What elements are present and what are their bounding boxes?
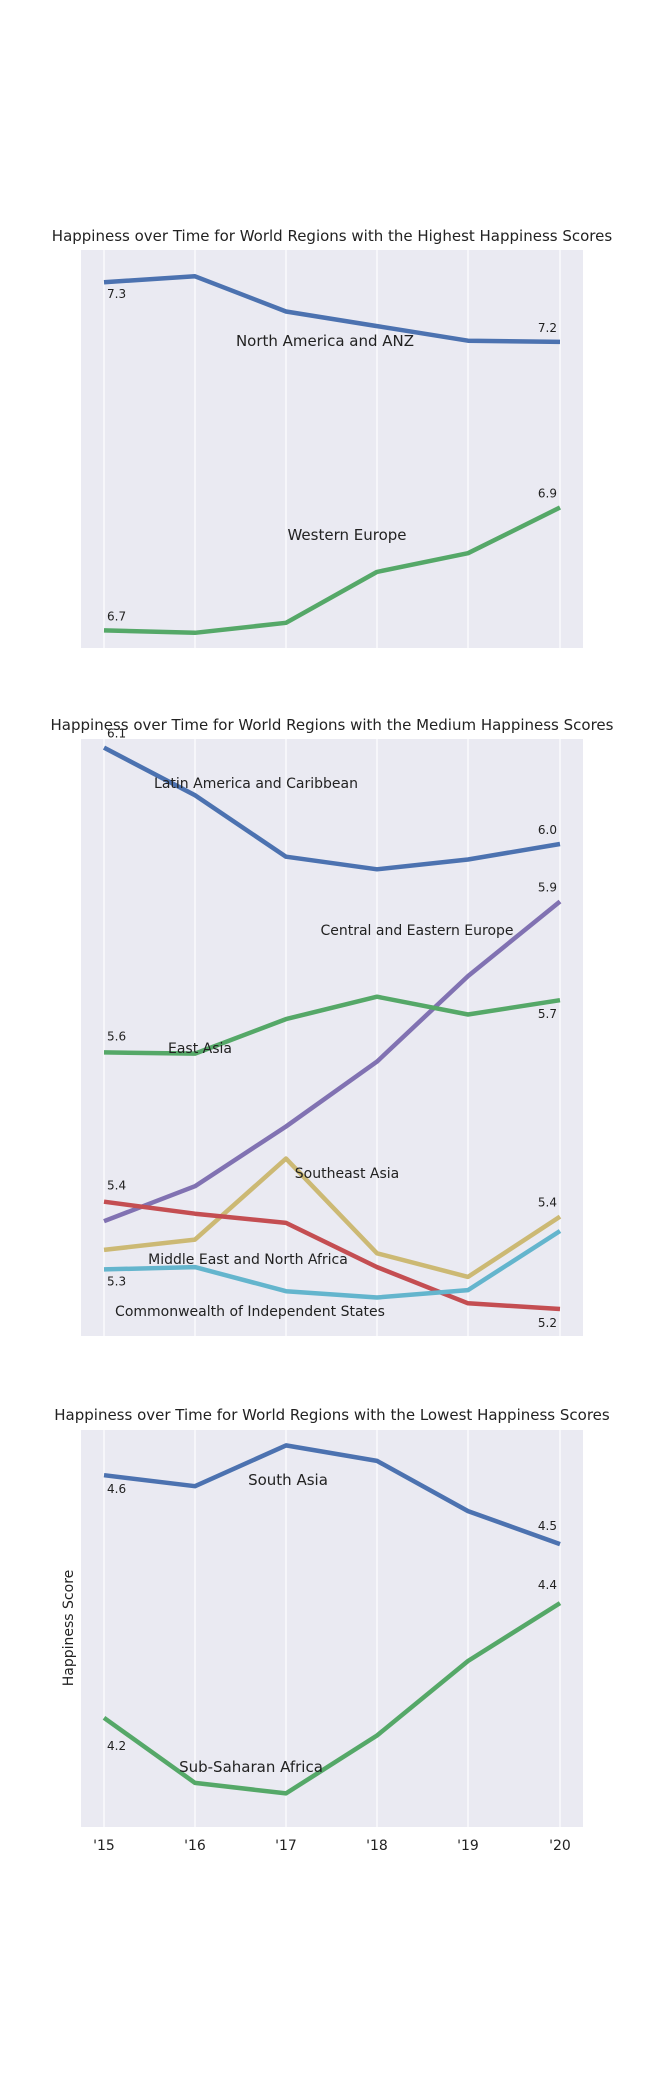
series-line-north-america-and-anz xyxy=(103,274,561,345)
chart-top-series xyxy=(103,274,562,636)
end-value-label-middle-east-and-north-africa: 5.2 xyxy=(538,1316,557,1330)
series-name-east-asia: East Asia xyxy=(168,1041,232,1057)
series-name-north-america-and-anz: North America and ANZ xyxy=(236,332,414,350)
chart-top-plot-area xyxy=(81,250,583,648)
chart-medium: Happiness over Time for World Regions wi… xyxy=(51,716,614,1336)
start-value-label-latin-america-and-caribbean: 6.1 xyxy=(107,727,126,741)
series-name-middle-east-and-north-africa: Middle East and North Africa xyxy=(148,1252,348,1268)
series-line-southeast-asia xyxy=(103,1156,562,1280)
chart-low-gridlines xyxy=(103,1430,561,1827)
series-name-commonwealth-of-independent-states: Commonwealth of Independent States xyxy=(115,1304,385,1320)
start-value-label-western-europe: 6.7 xyxy=(107,609,126,623)
end-value-label-southeast-asia: 5.4 xyxy=(538,1196,557,1210)
start-value-label-commonwealth-of-independent-states: 5.3 xyxy=(107,1274,126,1288)
end-value-label-south-asia: 4.5 xyxy=(538,1519,557,1533)
start-value-label-south-asia: 4.6 xyxy=(107,1482,126,1496)
chart-low-series xyxy=(102,1443,562,1796)
chart-low-plot-area xyxy=(81,1430,583,1827)
series-line-commonwealth-of-independent-states xyxy=(103,1229,562,1300)
chart-low-title: Happiness over Time for World Regions wi… xyxy=(54,1406,610,1424)
start-value-label-east-asia: 5.6 xyxy=(107,1029,126,1043)
chart-medium-title: Happiness over Time for World Regions wi… xyxy=(51,716,614,734)
end-value-label-western-europe: 6.9 xyxy=(538,487,557,501)
x-tick-label-20: '20 xyxy=(549,1838,571,1854)
chart-top: Happiness over Time for World Regions wi… xyxy=(52,227,613,648)
x-tick-label-15: '15 xyxy=(93,1838,115,1854)
start-value-label-sub-saharan-africa: 4.2 xyxy=(107,1739,126,1753)
chart-low-labels: South Asia 4.6 4.5 Sub-Saharan Africa 4.2 4.4 xyxy=(107,1471,557,1776)
series-name-southeast-asia: Southeast Asia xyxy=(295,1166,399,1182)
series-name-south-asia: South Asia xyxy=(248,1471,328,1489)
series-line-south-asia xyxy=(103,1443,561,1547)
series-line-middle-east-and-north-africa xyxy=(103,1199,561,1312)
x-tick-label-18: '18 xyxy=(366,1838,388,1854)
end-value-label-central-and-eastern-europe: 5.9 xyxy=(538,880,557,894)
series-line-sub-saharan-africa xyxy=(102,1601,562,1796)
chart-low: Happiness over Time for World Regions wi… xyxy=(54,1406,610,1854)
chart-medium-series xyxy=(102,745,562,1312)
series-name-latin-america-and-caribbean: Latin America and Caribbean xyxy=(154,776,358,792)
chart-medium-plot-area xyxy=(81,739,583,1336)
chart-medium-labels: Latin America and Caribbean 6.1 6.0 Central… xyxy=(107,727,557,1330)
chart-top-labels: North America and ANZ 7.3 7.2 Western Europ… xyxy=(107,287,557,623)
chart-medium-gridlines xyxy=(103,739,561,1336)
start-value-label-middle-east-and-north-africa: 5.4 xyxy=(107,1179,126,1193)
series-line-central-and-eastern-europe xyxy=(103,899,562,1224)
series-line-latin-america-and-caribbean xyxy=(102,745,561,872)
series-line-east-asia xyxy=(103,994,561,1056)
series-name-western-europe: Western Europe xyxy=(287,526,406,544)
end-value-label-sub-saharan-africa: 4.4 xyxy=(538,1578,557,1592)
x-tick-label-16: '16 xyxy=(184,1838,206,1854)
end-value-label-latin-america-and-caribbean: 6.0 xyxy=(538,823,557,837)
end-value-label-north-america-and-anz: 7.2 xyxy=(538,321,557,335)
y-axis-label: Happiness Score xyxy=(61,1570,77,1687)
x-tick-label-17: '17 xyxy=(275,1838,297,1854)
end-value-label-east-asia: 5.7 xyxy=(538,1007,557,1021)
series-name-central-and-eastern-europe: Central and Eastern Europe xyxy=(320,923,513,939)
series-name-sub-saharan-africa: Sub-Saharan Africa xyxy=(179,1758,323,1776)
x-tick-label-19: '19 xyxy=(457,1838,479,1854)
x-axis-ticks: '15 '16 '17 '18 '19 '20 xyxy=(93,1838,571,1854)
start-value-label-north-america-and-anz: 7.3 xyxy=(107,287,126,301)
chart-top-gridlines xyxy=(103,250,561,648)
chart-top-title: Happiness over Time for World Regions wi… xyxy=(52,227,613,245)
series-line-western-europe xyxy=(103,505,562,636)
